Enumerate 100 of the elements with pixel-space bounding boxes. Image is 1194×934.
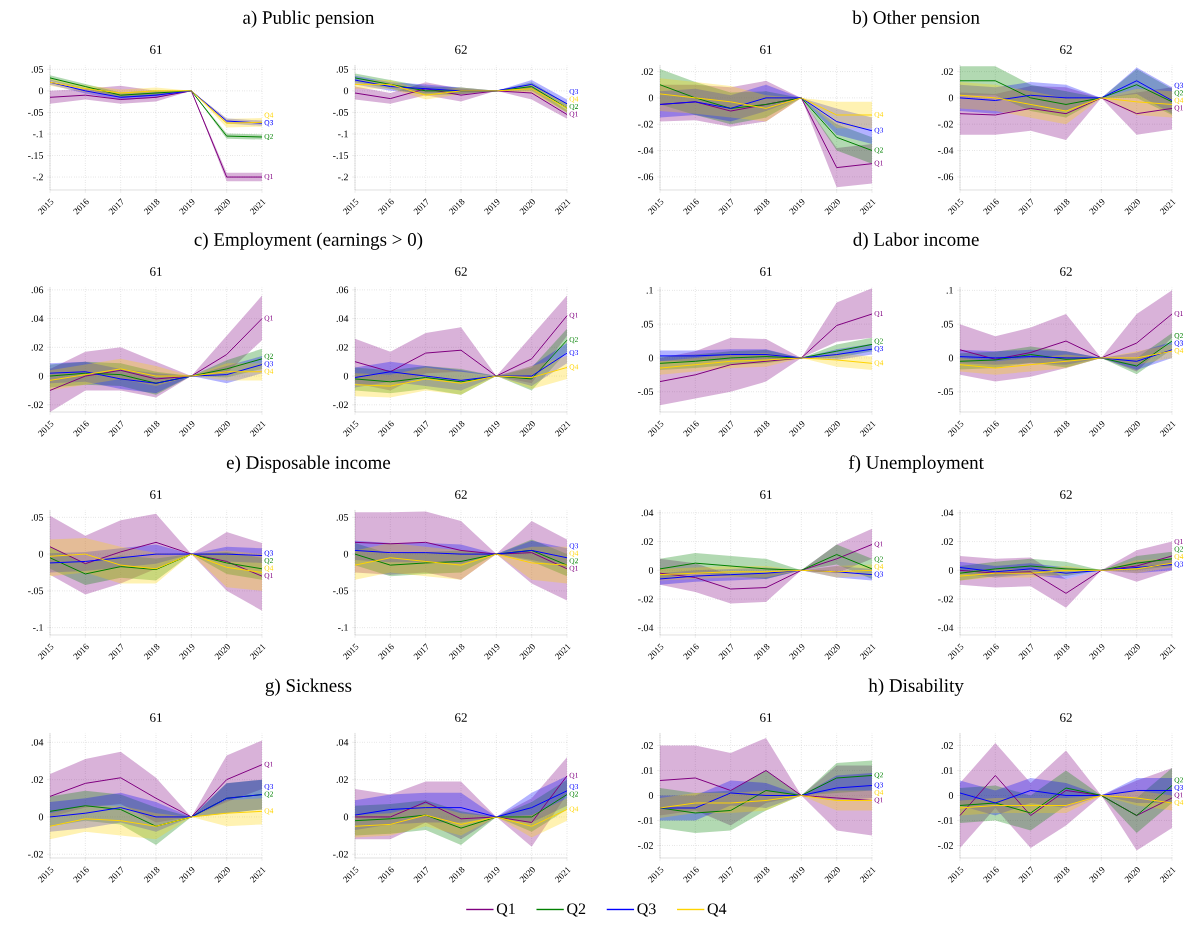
- legend-label: Q1: [496, 903, 515, 917]
- y-tick-label: .01: [941, 767, 953, 774]
- chart-subtitle: 62: [455, 490, 467, 499]
- y-tick-label: .04: [336, 315, 349, 322]
- chart-subtitle: 62: [1060, 45, 1072, 54]
- line-series: [959, 784, 1173, 816]
- y-tick-label: 0: [38, 813, 44, 821]
- chart-subtitle: 61: [760, 267, 772, 276]
- chart-subtitle: 62: [1060, 267, 1072, 276]
- y-tick-label: .02: [336, 776, 348, 784]
- y-tick-label: 0: [343, 813, 349, 821]
- y-tick-label: -.02: [333, 401, 348, 409]
- y-tick-label: -.02: [28, 850, 43, 858]
- y-tick-label: .1: [946, 286, 953, 294]
- y-tick-label: -.2: [338, 173, 348, 181]
- y-tick-label: .04: [641, 509, 654, 517]
- legend-label: Q2: [567, 903, 586, 917]
- y-tick-label: 0: [948, 94, 954, 102]
- y-tick-label: .04: [31, 315, 44, 322]
- line-series: [959, 558, 1173, 574]
- text: a) Public pension: [243, 10, 375, 28]
- y-tick-label: .05: [336, 513, 349, 521]
- line-series: [354, 315, 568, 377]
- line-series: [49, 794, 263, 818]
- y-tick-label: .1: [646, 286, 653, 294]
- line-series: [659, 97, 873, 132]
- y-tick-label: .04: [941, 509, 954, 517]
- y-tick-label: -.05: [333, 109, 349, 116]
- line-series: [354, 549, 568, 559]
- chart-subtitle: 62: [1060, 490, 1072, 499]
- line-series: [659, 784, 873, 809]
- y-tick-label: .02: [941, 742, 953, 749]
- y-tick-label: -.06: [638, 173, 654, 181]
- line-series: [49, 810, 263, 827]
- y-tick-label: -.02: [333, 850, 348, 858]
- y-tick-label: -.06: [938, 173, 954, 181]
- chart-subtitle: 61: [150, 267, 162, 276]
- y-tick-label: .06: [31, 286, 44, 294]
- y-tick-label: 0: [38, 372, 44, 380]
- chart-subtitle: 62: [455, 713, 467, 722]
- y-tick-label: -.05: [333, 587, 349, 595]
- y-tick-label: -.02: [638, 842, 653, 849]
- y-tick-label: -.1: [33, 130, 43, 138]
- y-tick-label: 0: [648, 566, 654, 574]
- y-tick-label: -.15: [28, 152, 44, 159]
- y-tick-label: .06: [336, 286, 349, 294]
- line-series: [959, 97, 1173, 116]
- chart-subtitle: 62: [455, 267, 467, 276]
- y-tick-label: .02: [941, 68, 953, 75]
- y-tick-label: 0: [343, 87, 349, 95]
- y-tick-label: 0: [343, 550, 349, 558]
- y-tick-label: -.1: [33, 624, 43, 631]
- line-series: [49, 764, 263, 818]
- line-series: [659, 313, 873, 383]
- y-tick-label: -.15: [333, 152, 349, 159]
- chart-subtitle: 61: [150, 490, 162, 499]
- y-tick-label: 0: [648, 792, 654, 799]
- y-tick-label: -.01: [938, 817, 953, 824]
- y-tick-label: -.02: [638, 120, 653, 128]
- chart-subtitle: 61: [760, 490, 772, 499]
- y-tick-label: .02: [641, 742, 653, 749]
- y-tick-label: -.04: [638, 624, 654, 632]
- y-tick-label: 0: [648, 94, 654, 102]
- y-tick-label: -.02: [28, 401, 43, 409]
- line-series: [354, 790, 568, 818]
- y-tick-label: .05: [31, 513, 44, 521]
- y-tick-label: -.02: [638, 595, 653, 603]
- y-tick-label: .04: [336, 738, 349, 746]
- y-tick-label: -.02: [938, 595, 953, 603]
- chart-subtitle: 62: [1060, 713, 1072, 722]
- line-series: [959, 313, 1173, 360]
- text: c) Employment (earnings > 0): [194, 232, 423, 250]
- y-tick-label: .02: [941, 538, 953, 545]
- y-tick-label: 0: [38, 87, 44, 95]
- legend-label: Q4: [707, 903, 727, 917]
- line-series: [354, 352, 568, 381]
- y-tick-label: 0: [948, 354, 954, 362]
- y-tick-label: .02: [336, 343, 348, 351]
- chart-subtitle: 62: [455, 45, 467, 54]
- line-series: [959, 349, 1173, 362]
- y-tick-label: -.01: [638, 817, 653, 824]
- text: g) Sickness: [265, 678, 352, 696]
- line-series: [959, 789, 1173, 804]
- y-tick-label: -.1: [338, 130, 348, 138]
- y-tick-label: .04: [31, 738, 44, 746]
- y-tick-label: -.04: [938, 147, 954, 154]
- line-series: [354, 553, 568, 566]
- line-series: [959, 555, 1173, 594]
- line-series: [659, 794, 873, 809]
- y-tick-label: .02: [31, 776, 43, 784]
- y-tick-label: -.02: [938, 120, 953, 128]
- line-series: [659, 348, 873, 359]
- text: f) Unemployment: [848, 455, 984, 473]
- line-series: [659, 357, 873, 369]
- line-series: [354, 88, 568, 116]
- legend-label: Q3: [637, 903, 656, 917]
- y-tick-label: 0: [948, 566, 954, 574]
- y-tick-label: 0: [38, 550, 44, 558]
- y-tick-label: 0: [948, 792, 954, 799]
- y-tick-label: 0: [648, 354, 654, 362]
